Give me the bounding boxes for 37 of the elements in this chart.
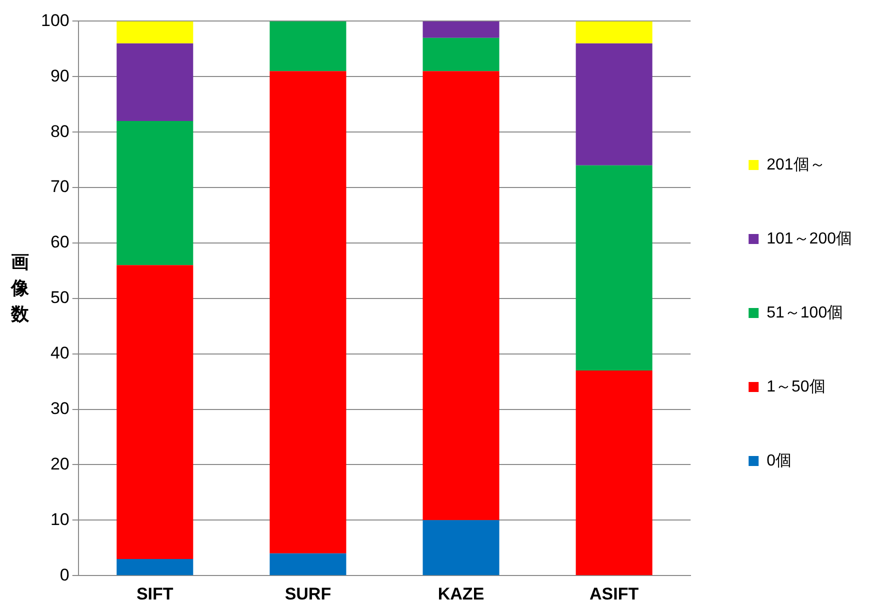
y-axis-title: 画像数 [10, 251, 30, 326]
y-tick-label: 60 [50, 232, 70, 252]
bar [422, 71, 500, 520]
y-tick-label: 50 [50, 288, 70, 308]
x-tick-label: KAZE [438, 584, 484, 604]
y-tick-label: 20 [50, 454, 70, 474]
bar [576, 165, 652, 370]
bar [116, 558, 194, 576]
y-tick-label: 30 [50, 398, 70, 418]
bar [422, 38, 500, 72]
y-tick-label: 40 [50, 344, 70, 363]
legend-label: 0個 [766, 452, 792, 470]
bar [270, 21, 346, 72]
y-tick-label: 90 [50, 66, 70, 86]
y-tick-label: 80 [50, 122, 70, 141]
bar [116, 21, 194, 44]
x-tick-label: SIFT [136, 584, 174, 604]
x-tick-label: SURF [284, 584, 332, 604]
bar [422, 520, 500, 576]
legend-label: 101～200個 [766, 230, 852, 248]
bar [116, 265, 194, 559]
y-tick-label: 10 [50, 510, 70, 529]
bar [270, 71, 346, 554]
y-tick-label: 70 [50, 177, 70, 196]
legend-label: 51～100個 [766, 304, 844, 322]
bar [116, 120, 194, 266]
legend-label: 201個～ [766, 156, 826, 174]
bar [576, 21, 652, 44]
bar [576, 370, 652, 576]
y-tick-label: 0 [60, 565, 70, 584]
bar [270, 553, 346, 576]
bar [576, 43, 652, 166]
y-tick-label: 100 [40, 10, 70, 30]
x-tick-label: ASIFT [590, 584, 640, 604]
bar [422, 21, 500, 38]
bar [116, 43, 194, 121]
legend-label: 1～50個 [766, 378, 826, 396]
